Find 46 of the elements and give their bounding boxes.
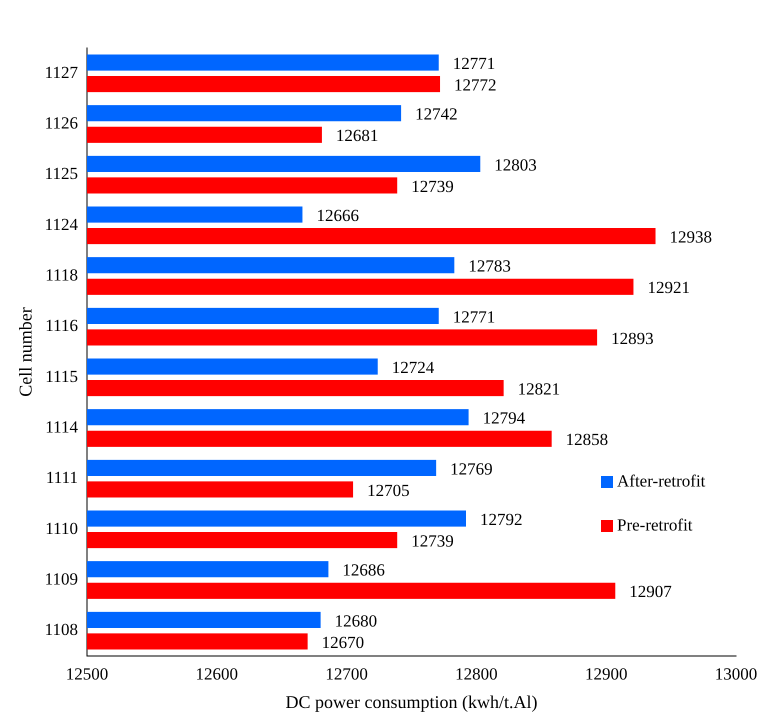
data-label: 12803 bbox=[494, 155, 537, 174]
data-label: 12783 bbox=[468, 256, 511, 276]
y-tick-label: 1116 bbox=[45, 316, 78, 336]
y-tick-label: 1109 bbox=[44, 569, 78, 588]
x-tick-label: 12500 bbox=[66, 664, 108, 684]
data-label: 12739 bbox=[411, 532, 454, 551]
data-label: 12858 bbox=[566, 430, 608, 450]
y-tick-label: 1115 bbox=[45, 366, 78, 386]
y-tick-label: 1124 bbox=[44, 214, 78, 234]
y-tick-label: 1125 bbox=[44, 164, 78, 184]
data-label: 12921 bbox=[647, 278, 690, 298]
y-axis-title: Cell number bbox=[16, 307, 36, 397]
x-axis-title: DC power consumption (kwh/t.Al) bbox=[285, 692, 538, 712]
data-label: 12772 bbox=[454, 76, 497, 95]
y-tick-label: 1114 bbox=[45, 417, 78, 436]
x-tick-label: 12700 bbox=[325, 664, 368, 684]
x-tick-label: 12600 bbox=[196, 664, 238, 684]
legend-label: Pre-retrofit bbox=[617, 515, 693, 534]
data-label: 12680 bbox=[334, 611, 378, 630]
legend-label: After-retrofit bbox=[617, 471, 706, 490]
y-tick-label: 1108 bbox=[44, 620, 78, 640]
data-label: 12742 bbox=[415, 104, 458, 124]
data-label: 12686 bbox=[342, 560, 385, 580]
y-tick-label: 1110 bbox=[45, 518, 78, 538]
data-label: 12670 bbox=[322, 632, 364, 652]
x-tick-label: 13000 bbox=[714, 664, 758, 684]
x-tick-label: 12800 bbox=[455, 664, 498, 684]
data-label: 12739 bbox=[411, 176, 454, 196]
data-label: 12907 bbox=[629, 582, 672, 602]
y-tick-label: 1111 bbox=[46, 468, 78, 488]
data-label: 12769 bbox=[450, 459, 493, 478]
data-label: 12705 bbox=[367, 480, 410, 500]
data-label: 12794 bbox=[482, 408, 526, 428]
data-label: 12893 bbox=[611, 328, 654, 348]
data-label: 12938 bbox=[670, 228, 712, 247]
data-label: 12771 bbox=[452, 307, 496, 326]
y-tick-label: 1118 bbox=[45, 265, 78, 284]
data-label: 12681 bbox=[336, 126, 378, 146]
data-label: 12821 bbox=[518, 380, 560, 399]
data-label: 12771 bbox=[452, 54, 496, 74]
y-tick-label: 1126 bbox=[44, 113, 78, 132]
y-tick-label: 1127 bbox=[44, 62, 78, 82]
x-tick-label: 12900 bbox=[584, 664, 628, 684]
data-label: 12666 bbox=[316, 206, 359, 226]
data-label: 12792 bbox=[480, 510, 523, 530]
data-label: 12724 bbox=[392, 358, 435, 378]
